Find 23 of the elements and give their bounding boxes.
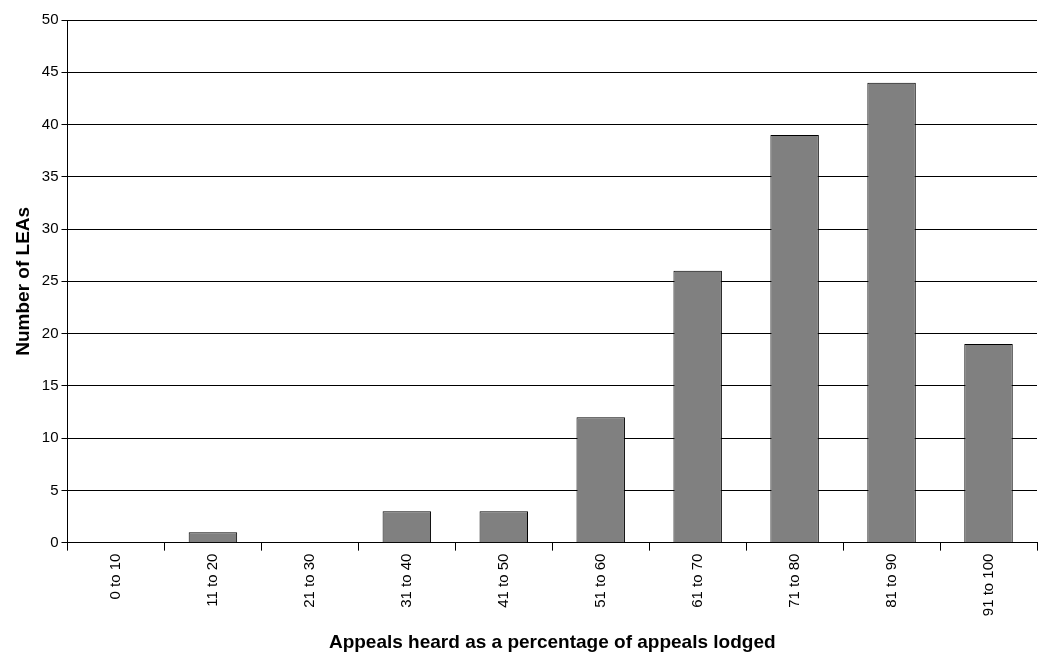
x-axis-title: Appeals heard as a percentage of appeals lodged bbox=[328, 630, 776, 652]
y-tick-label: 25 bbox=[41, 271, 59, 289]
x-tick-label: 71 to 80 bbox=[784, 553, 802, 608]
y-tick-label: 15 bbox=[41, 375, 59, 393]
x-tick-label: 11 to 20 bbox=[203, 553, 221, 607]
y-tick-label: 45 bbox=[41, 62, 59, 80]
y-tick-label: 35 bbox=[41, 166, 59, 184]
x-tick-label: 51 to 60 bbox=[590, 553, 608, 608]
y-tick-label: 40 bbox=[41, 114, 59, 132]
y-tick-label: 5 bbox=[50, 480, 59, 498]
x-tick-label: 91 to 100 bbox=[978, 553, 996, 617]
x-tick-label: 31 to 40 bbox=[396, 553, 414, 608]
y-tick-label: 30 bbox=[41, 219, 59, 237]
x-tick-label: 61 to 70 bbox=[687, 553, 705, 608]
y-tick-label: 20 bbox=[41, 323, 59, 341]
y-tick-label: 0 bbox=[50, 532, 59, 550]
x-tick-label: 21 to 30 bbox=[300, 553, 317, 608]
x-tick-label: 41 to 50 bbox=[493, 553, 511, 608]
y-tick-label: 50 bbox=[41, 10, 59, 28]
y-tick-label: 10 bbox=[41, 428, 59, 446]
x-tick-label: 0 to 10 bbox=[106, 553, 124, 600]
y-axis-title: Number of LEAs bbox=[11, 206, 33, 356]
x-tick-label: 81 to 90 bbox=[881, 553, 899, 608]
